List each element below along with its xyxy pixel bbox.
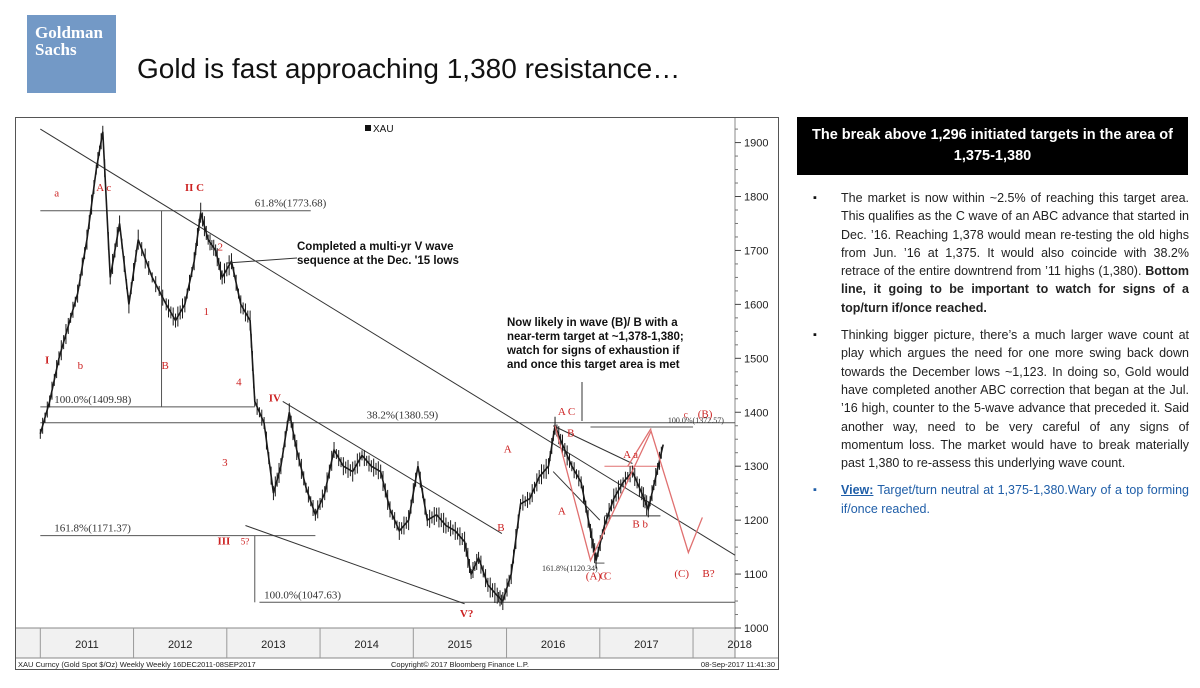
y-tick-label: 1200: [744, 515, 768, 527]
x-tick-label: 2017: [634, 639, 658, 651]
wave-label: A c: [96, 182, 111, 194]
note-wave-b: Now likely in wave (B)/ B with a: [507, 317, 678, 329]
fib-level-label: 100.0%(1047.63): [264, 589, 341, 601]
note-wave-b: and once this target area is met: [507, 359, 680, 371]
wave-label: B?: [702, 568, 714, 580]
wave-label: B: [162, 360, 169, 372]
note-v-wave: sequence at the Dec. '15 lows: [297, 255, 459, 267]
fib-level-label: 100.0%(1372.57): [668, 416, 724, 425]
x-tick-label: 2014: [354, 639, 378, 651]
wave-label: III: [217, 535, 230, 547]
x-tick-label: 2015: [448, 639, 472, 651]
wave-label: A C: [558, 406, 575, 418]
page-title: Gold is fast approaching 1,380 resistanc…: [137, 53, 681, 84]
trend-line: [552, 425, 633, 464]
y-tick-label: 1600: [744, 299, 768, 311]
wave-label: A: [504, 444, 512, 456]
wave-label: 4: [236, 376, 242, 388]
legend-label: XAU: [373, 124, 394, 135]
note-pointer: [226, 257, 298, 264]
bullet-1-bold: Bottom line, it going to be important to…: [841, 264, 1189, 315]
trend-line: [552, 471, 601, 521]
x-tick-label: 2016: [541, 639, 565, 651]
wave-label: (A) C: [586, 570, 611, 582]
y-tick-label: 1400: [744, 407, 768, 419]
commentary-list: The market is now within ~2.5% of reachi…: [811, 189, 1189, 527]
side-header: The break above 1,296 initiated targets …: [797, 117, 1188, 175]
x-tick-label: 2012: [168, 639, 192, 651]
chart-footer-right: 08-Sep-2017 11:41:30: [701, 660, 775, 669]
fib-level-label: 100.0%(1409.98): [54, 394, 131, 406]
bullet-item-2: Thinking bigger picture, there’s a much …: [811, 326, 1189, 472]
gold-price-chart: 1000 1100 1200 1300 1400 1500 1600 1700 1800 1900…: [15, 117, 779, 670]
bullet-2-text: Thinking bigger picture, there’s a much …: [841, 328, 1189, 471]
wave-label: 2: [217, 241, 223, 253]
goldman-sachs-logo: Goldman Sachs: [27, 15, 116, 93]
wave-label: 1: [203, 306, 209, 318]
note-v-wave: Completed a multi-yr V wave: [297, 241, 454, 253]
legend-swatch: [365, 125, 371, 131]
x-tick-label: 2018: [727, 639, 751, 651]
wave-label: C: [600, 570, 607, 582]
fib-level-label: 38.2%(1380.59): [367, 410, 439, 422]
wave-label: 5?: [241, 536, 250, 546]
fib-level-label: 61.8%(1773.68): [255, 198, 327, 210]
wave-label: (C): [674, 568, 689, 580]
wave-label: B: [567, 428, 574, 440]
wave-label: I: [45, 355, 49, 367]
trend-line: [40, 128, 736, 556]
bullet-item-view: View: Target/turn neutral at 1,375-1,380…: [811, 481, 1189, 518]
wave-label: V?: [460, 608, 473, 620]
wave-label: A: [558, 506, 566, 518]
y-tick-label: 1300: [744, 461, 768, 473]
y-tick-label: 1100: [744, 569, 768, 581]
fib-level-label: 161.8%(1120.34): [542, 564, 598, 573]
view-text: Target/turn neutral at 1,375-1,380.Wary …: [841, 483, 1189, 516]
note-wave-b: near-term target at ~1,378-1,380;: [507, 331, 684, 343]
chart-footer-center: Copyright© 2017 Bloomberg Finance L.P.: [391, 660, 529, 669]
wave-label: b: [78, 360, 84, 372]
wave-label: (B): [698, 409, 713, 421]
fib-level-label: 161.8%(1171.37): [54, 523, 131, 535]
wave-label: a: [54, 188, 59, 200]
y-tick-label: 1500: [744, 353, 768, 365]
wave-label: c: [684, 410, 688, 420]
y-tick-label: 1000: [744, 623, 768, 635]
bullet-item-1: The market is now within ~2.5% of reachi…: [811, 189, 1189, 317]
view-label: View:: [841, 483, 874, 498]
projection-path: [554, 425, 703, 563]
trend-line: [282, 401, 503, 535]
wave-label: A a: [623, 449, 638, 461]
logo-line-1: Goldman: [35, 23, 104, 42]
wave-label: IV: [269, 392, 281, 404]
logo-line-2: Sachs: [35, 40, 77, 59]
wave-label: B: [497, 522, 504, 534]
trend-line: [245, 525, 465, 605]
x-tick-label: 2013: [261, 639, 285, 651]
projection-path: [627, 428, 652, 467]
wave-label: B b: [632, 519, 648, 531]
y-tick-label: 1900: [744, 138, 768, 150]
chart-footer-left: XAU Curncy (Gold Spot $/Oz) Weekly Weekl…: [18, 660, 256, 669]
bullet-1-text: The market is now within ~2.5% of reachi…: [841, 191, 1189, 279]
note-wave-b: watch for signs of exhaustion if: [506, 345, 680, 357]
y-tick-label: 1800: [744, 192, 768, 204]
wave-label: 3: [222, 457, 228, 469]
x-tick-label: 2011: [75, 639, 99, 651]
wave-label: II C: [185, 182, 204, 194]
y-tick-label: 1700: [744, 245, 768, 257]
